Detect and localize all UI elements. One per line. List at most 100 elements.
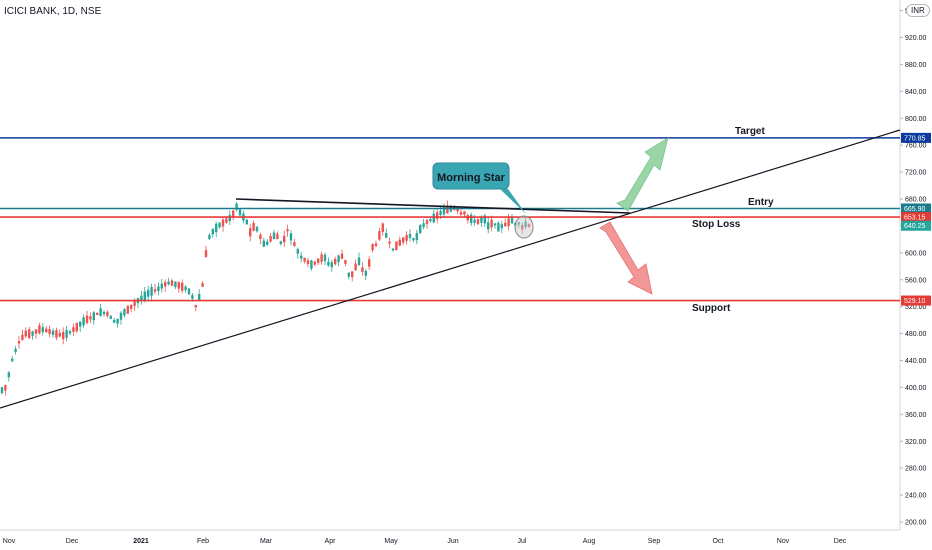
y-tick-label: 840.00 xyxy=(905,89,927,96)
candle-body xyxy=(28,329,31,338)
y-tick-label: 600.00 xyxy=(905,250,927,257)
candle-body xyxy=(245,219,248,225)
candle-body xyxy=(170,280,174,286)
y-tick-label: 560.00 xyxy=(905,277,927,284)
candle-body xyxy=(432,213,435,223)
rising-trendline xyxy=(0,129,901,409)
candle-body xyxy=(225,218,228,223)
candle-body xyxy=(313,261,316,265)
candle-body xyxy=(320,254,323,262)
price-label-bg xyxy=(901,203,931,214)
price-label-bg xyxy=(901,212,931,223)
candle-body xyxy=(408,233,412,239)
y-tick-label: 760.00 xyxy=(905,143,927,150)
y-tick-label: 880.00 xyxy=(905,62,927,69)
y-tick-label: 680.00 xyxy=(905,197,927,204)
candle-body xyxy=(317,258,320,263)
price-label: 770.85 xyxy=(904,135,926,142)
y-tick-label: 440.00 xyxy=(905,358,927,365)
candle-body xyxy=(187,288,191,295)
candle-body xyxy=(14,348,17,352)
level-annotation: Support xyxy=(692,303,731,314)
candle-body xyxy=(255,226,259,232)
candle-body xyxy=(439,210,442,215)
candle-body xyxy=(293,242,296,247)
x-tick-label: Sep xyxy=(648,538,661,545)
candle-body xyxy=(191,295,194,299)
candle-body xyxy=(340,253,344,259)
candle-body xyxy=(504,222,507,227)
candle-body xyxy=(177,282,180,289)
candle-body xyxy=(262,240,265,247)
candle-body xyxy=(283,235,286,243)
candle-body xyxy=(31,331,34,336)
x-tick-label: Mar xyxy=(260,538,273,545)
price-label-bg xyxy=(901,132,931,143)
candle-body xyxy=(232,210,235,217)
candle-body xyxy=(337,255,340,263)
y-tick-label: 360.00 xyxy=(905,412,927,419)
candle-body xyxy=(194,305,197,308)
currency-badge[interactable]: INR xyxy=(906,4,930,17)
candle-body xyxy=(490,219,493,228)
candle-body xyxy=(276,233,279,240)
candle-body xyxy=(150,287,153,296)
candle-body xyxy=(279,241,282,244)
candle-body xyxy=(507,218,510,227)
candle-body xyxy=(272,232,276,240)
candle-body xyxy=(480,216,483,223)
candle-body xyxy=(310,260,313,269)
candle-body xyxy=(442,207,446,215)
y-tick-label: 520.00 xyxy=(905,304,927,311)
candle-body xyxy=(385,232,388,238)
candle-body xyxy=(184,286,187,290)
candle-body xyxy=(344,259,347,264)
candle-body xyxy=(381,223,384,232)
candle-body xyxy=(153,289,157,292)
candle-body xyxy=(527,223,531,227)
candle-body xyxy=(106,311,109,317)
candle-body xyxy=(4,385,7,391)
candle-body xyxy=(181,282,184,291)
y-tick-label: 920.00 xyxy=(905,35,927,42)
candle-body xyxy=(174,281,177,287)
candle-body xyxy=(113,320,116,323)
candle-body xyxy=(55,330,58,338)
candle-body xyxy=(102,311,106,315)
candle-body xyxy=(58,332,61,337)
last-price-label: 640.25 xyxy=(904,223,926,230)
candle-body xyxy=(497,222,500,232)
candle-body xyxy=(85,315,89,323)
candle-body xyxy=(204,250,208,258)
candle-body xyxy=(378,231,381,240)
y-tick-label: 800.00 xyxy=(905,116,927,123)
x-tick-label: Aug xyxy=(583,538,596,545)
target-arrow xyxy=(616,137,669,212)
candle-body xyxy=(75,322,78,332)
x-tick-label: Oct xyxy=(713,538,724,545)
candle-body xyxy=(371,243,374,251)
candle-body xyxy=(405,235,408,241)
candle-body xyxy=(140,295,143,302)
candle-body xyxy=(419,225,422,234)
candle-body xyxy=(48,329,51,334)
candle-body xyxy=(147,289,150,297)
candle-body xyxy=(65,329,68,338)
candle-body xyxy=(364,270,367,276)
candle-body xyxy=(160,283,163,289)
chart-title: ICICI BANK, 1D, NSE xyxy=(4,6,102,17)
last-price-label-bg xyxy=(901,220,931,231)
candle-body xyxy=(422,223,425,228)
candle-body xyxy=(289,233,293,241)
morning-star-highlight xyxy=(514,215,534,239)
x-tick-label: Dec xyxy=(834,538,847,545)
candle-body xyxy=(21,334,24,340)
callout-text: Morning Star xyxy=(437,172,506,184)
candle-body xyxy=(211,229,214,235)
y-tick-label: 280.00 xyxy=(905,466,927,473)
level-annotation: Entry xyxy=(748,197,774,208)
level-annotation: Stop Loss xyxy=(692,219,741,230)
candle-body xyxy=(34,329,38,334)
candle-body xyxy=(351,271,354,278)
